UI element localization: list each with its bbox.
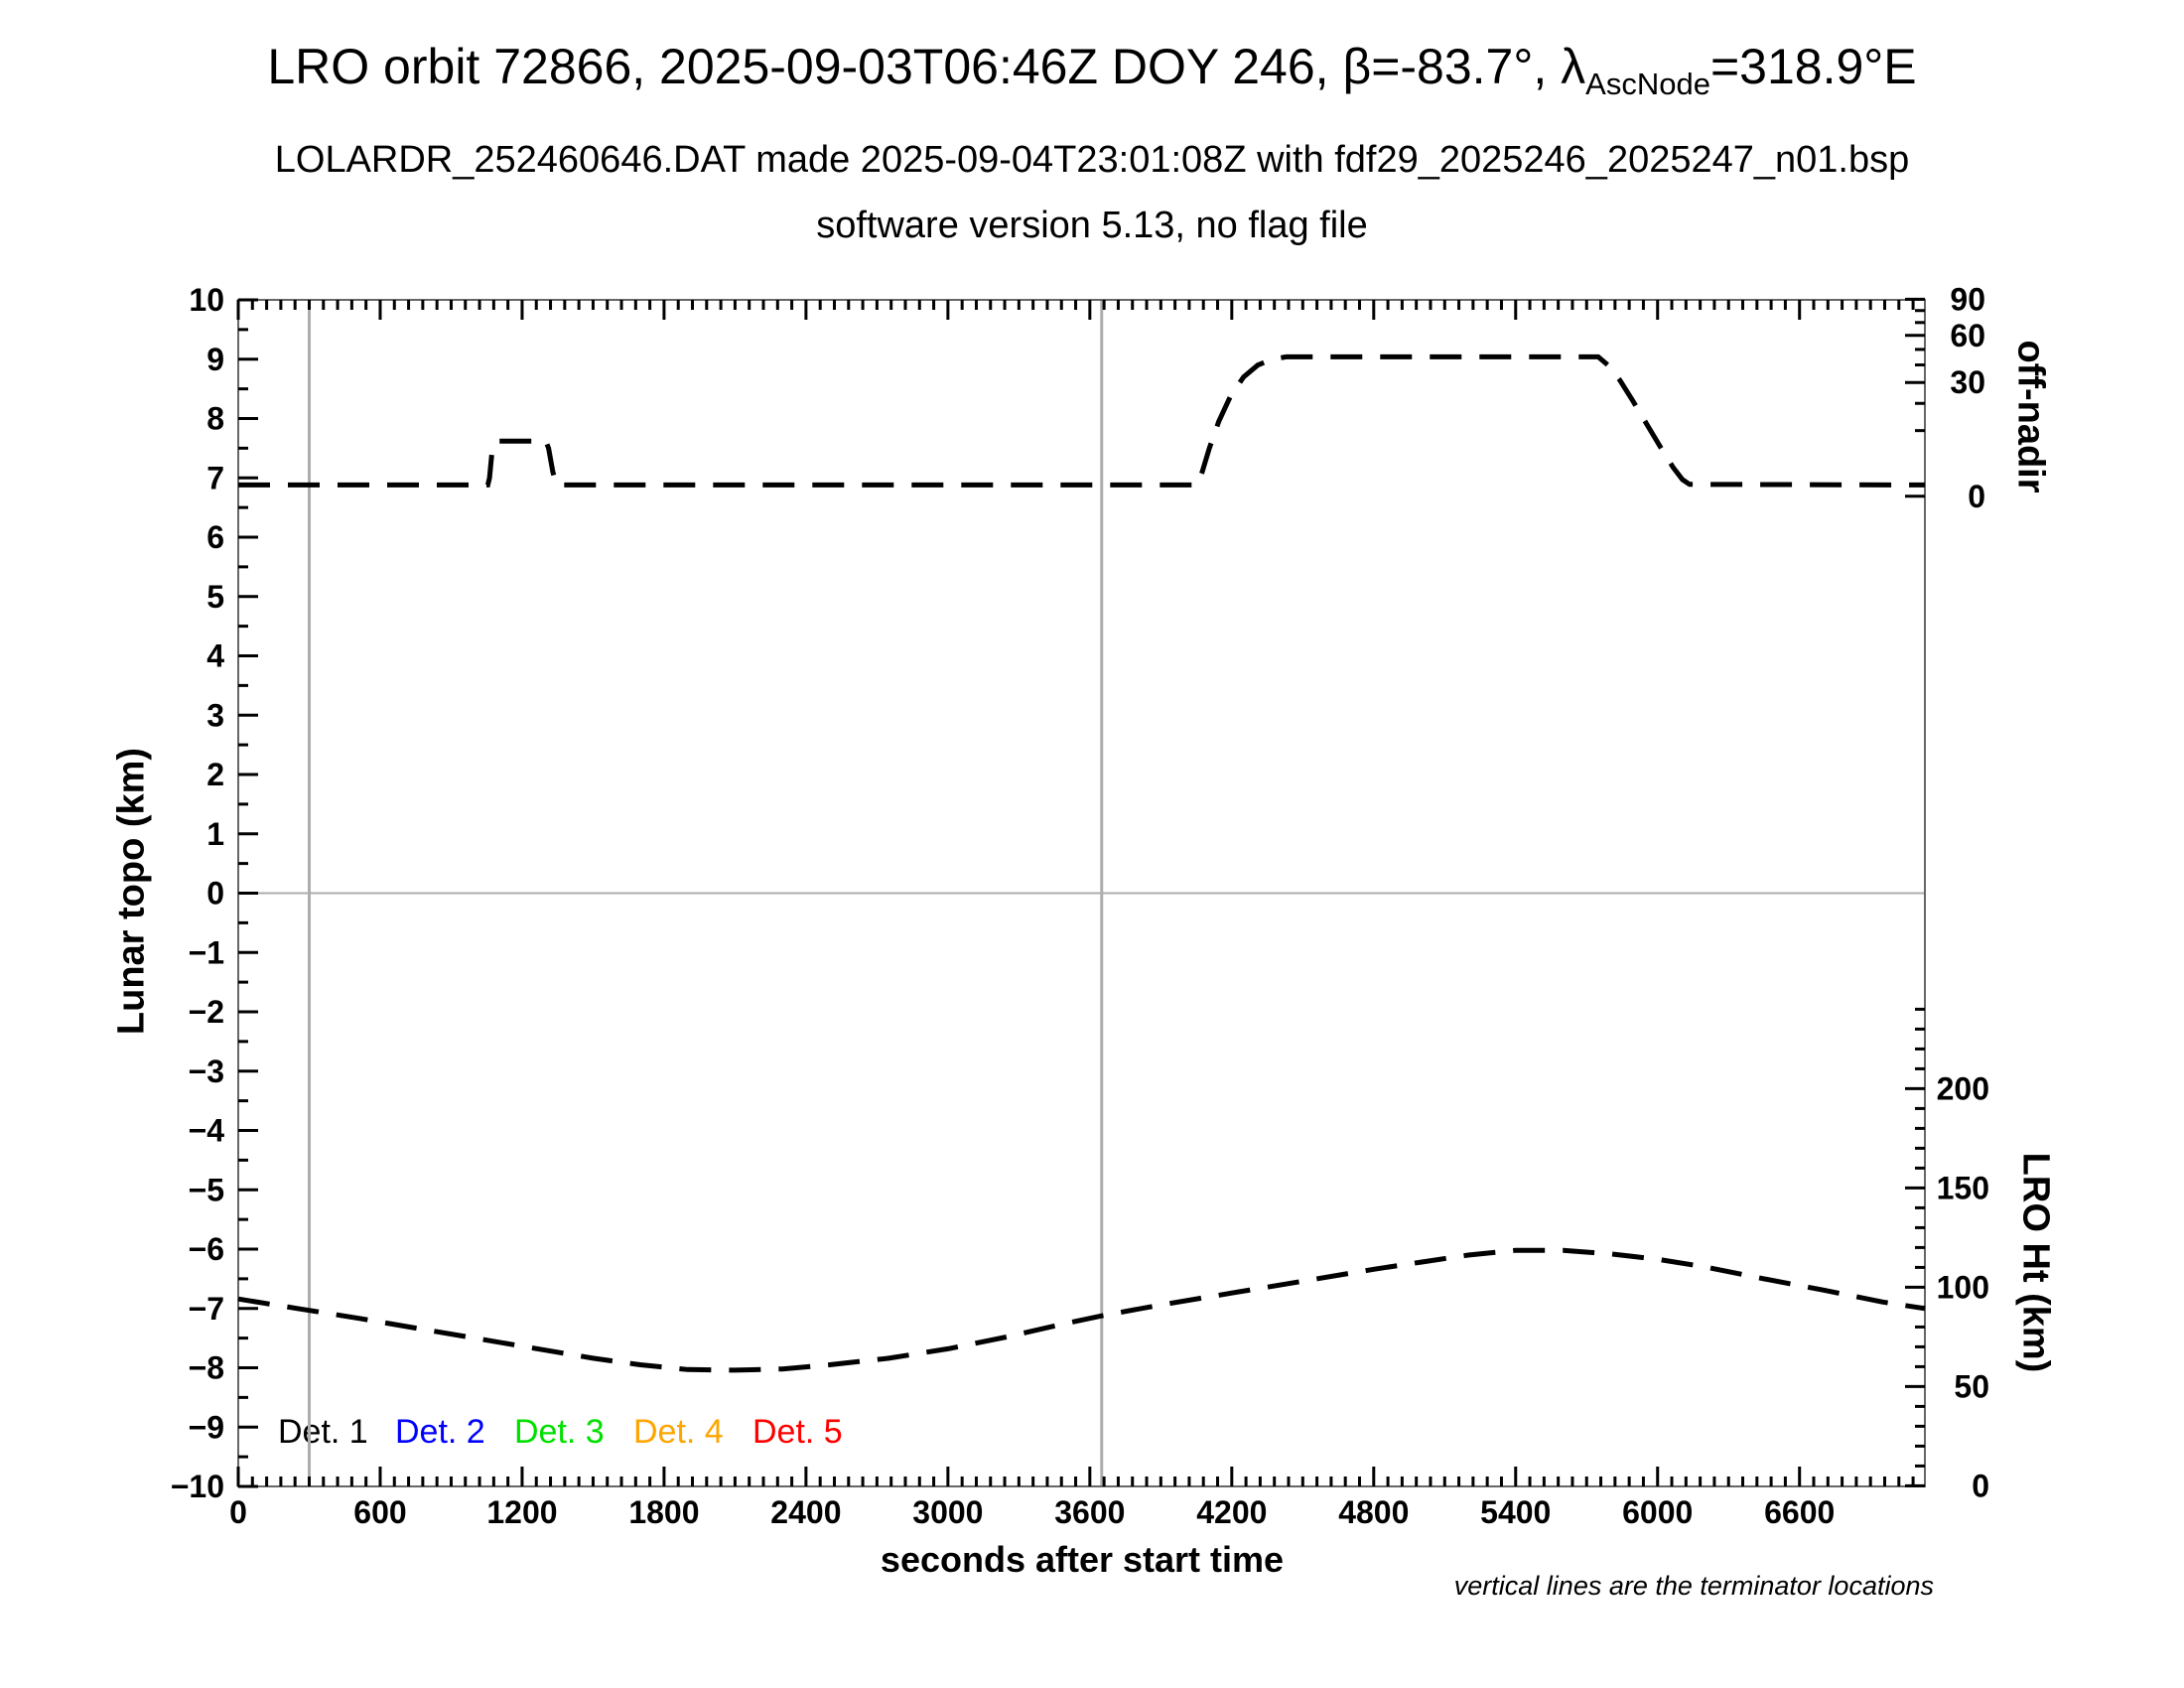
y-tick-label: 10	[189, 282, 224, 318]
y-tick-label: 9	[206, 342, 224, 377]
x-tick-label: 5400	[1480, 1494, 1551, 1530]
y-tick-label: −6	[189, 1231, 224, 1267]
offnadir-tick-label: 90	[1950, 281, 1985, 317]
y-tick-label: −7	[189, 1291, 224, 1327]
y-tick-label: −8	[189, 1350, 224, 1386]
x-tick-label: 0	[229, 1494, 247, 1530]
y-tick-label: 3	[206, 697, 224, 733]
lroht-tick-label: 0	[1972, 1468, 1989, 1503]
offnadir-tick-label: 60	[1950, 318, 1985, 353]
title-lambda-symbol: λ	[1561, 39, 1586, 94]
x-axis-label: seconds after start time	[880, 1539, 1285, 1580]
y-tick-label: 7	[206, 460, 224, 495]
lroht-tick-label: 150	[1937, 1170, 1989, 1205]
lroht-tick-label: 100	[1937, 1269, 1989, 1305]
title-lambda-subscript: AscNode	[1585, 67, 1710, 101]
legend-item-det-3: Det. 3	[514, 1413, 605, 1451]
page-title: LRO orbit 72866, 2025-09-03T06:46Z DOY 2…	[0, 38, 2184, 99]
x-tick-label: 6600	[1764, 1494, 1835, 1530]
title-main: LRO orbit 72866, 2025-09-03T06:46Z DOY 2…	[267, 39, 1562, 94]
y-tick-label: −9	[189, 1409, 224, 1445]
subtitle-software-version: software version 5.13, no flag file	[816, 205, 1368, 246]
title-lambda-value: =318.9°E	[1709, 39, 1917, 94]
legend-item-det-2: Det. 2	[395, 1413, 485, 1451]
x-tick-label: 600	[353, 1494, 406, 1530]
legend-item-det-5: Det. 5	[752, 1413, 843, 1451]
y-tick-label: −5	[189, 1172, 224, 1207]
y-tick-label: −2	[189, 994, 224, 1030]
legend-item-det-1: Det. 1	[278, 1413, 368, 1451]
y-tick-label: 8	[206, 401, 224, 437]
x-tick-label: 6000	[1622, 1494, 1693, 1530]
lroht-tick-label: 200	[1937, 1070, 1989, 1106]
footnote-terminator-note: vertical lines are the terminator locati…	[1453, 1571, 1934, 1601]
y-tick-label: −4	[189, 1113, 225, 1149]
x-tick-label: 1200	[486, 1494, 557, 1530]
lroht-tick-label: 50	[1954, 1368, 1989, 1404]
x-tick-label: 4200	[1196, 1494, 1267, 1530]
lro-ht-curve	[237, 1247, 1926, 1373]
y-tick-label: 5	[206, 579, 224, 615]
x-tick-label: 4800	[1338, 1494, 1409, 1530]
x-tick-label: 1800	[628, 1494, 699, 1530]
y-tick-label: 2	[206, 757, 224, 792]
x-tick-label: 3600	[1054, 1494, 1125, 1530]
y-tick-label: 1	[206, 816, 224, 852]
offnadir-tick-label: 0	[1968, 479, 1985, 514]
y-tick-label: 0	[206, 876, 224, 912]
subtitle-file-info: LOLARDR_252460646.DAT made 2025-09-04T23…	[274, 139, 1910, 181]
y-tick-label: −3	[189, 1054, 224, 1089]
off-nadir-curve	[238, 353, 1926, 488]
y-tick-label: −10	[171, 1469, 224, 1504]
offnadir-tick-label: 30	[1950, 364, 1985, 400]
y-tick-label: −1	[189, 934, 224, 970]
y-tick-label: 4	[206, 638, 224, 674]
x-tick-label: 2400	[770, 1494, 841, 1530]
x-tick-label: 3000	[912, 1494, 983, 1530]
y-tick-label: 6	[206, 519, 224, 555]
legend-item-det-4: Det. 4	[633, 1413, 724, 1451]
